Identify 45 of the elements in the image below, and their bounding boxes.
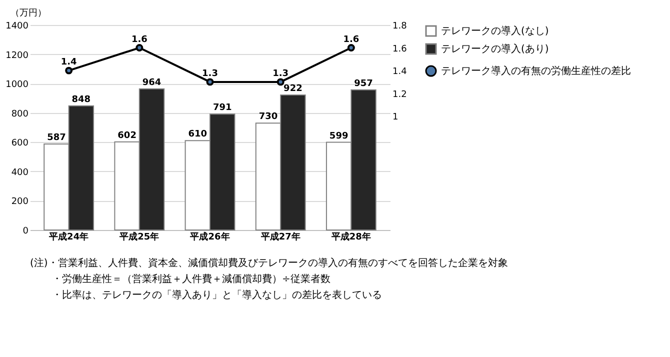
text: ・労働生産性＝（営業利益＋人件費＋減価償却費）÷従業者数 [52, 273, 330, 285]
y-tick-label: 200 [11, 197, 29, 208]
data-label: 599 [329, 131, 348, 142]
data-label: 964 [142, 78, 162, 88]
y-tick-label: 1400 [6, 22, 29, 32]
data-label: 922 [284, 84, 302, 94]
point [65, 66, 73, 74]
data-label: 1.3 [272, 68, 289, 79]
y-axis-title: （万円） [10, 8, 46, 18]
y2-tick-label: 1.6 [392, 44, 408, 54]
x-tick-label: 平成28年 [330, 232, 371, 242]
point [206, 78, 214, 86]
data-label: 1.6 [343, 34, 360, 45]
x-tick-label: 平成27年 [260, 232, 300, 242]
y2-tick-label: 1.8 [392, 22, 408, 32]
data-label: 730 [258, 112, 278, 122]
point [347, 44, 355, 52]
data-label: 1.3 [202, 68, 218, 79]
legend-label: テレワークの導入(なし) [441, 25, 549, 37]
y-tick-label: 600 [11, 138, 29, 149]
point [276, 78, 284, 86]
data-label: 610 [188, 130, 208, 140]
y-tick-label: 400 [11, 168, 29, 178]
legend-label: テレワーク導入の有無の労働生産性の差比 [441, 65, 631, 77]
text: ・比率は、テレワークの「導入あり」と「導入なし」の差比を表している [52, 289, 382, 301]
text: (注)・営業利益、人件費、資本金、減価償却費及びテレワークの導入の有無のすべてを回答した企業を対象 [30, 257, 508, 269]
data-label: 602 [118, 130, 136, 141]
x-tick-label: 平成26年 [189, 232, 230, 242]
y2-tick-label: 1.2 [392, 90, 407, 100]
data-label: 957 [354, 78, 373, 89]
y-tick-label: 800 [11, 109, 29, 120]
data-label: 587 [47, 133, 66, 144]
data-label: 1.4 [60, 58, 77, 68]
point [136, 44, 144, 52]
data-label: 848 [72, 94, 91, 105]
y-tick-label: 1200 [6, 50, 29, 61]
x-tick-label: 平成24年 [48, 232, 89, 242]
y-tick-label: 0 [22, 226, 29, 236]
data-label: 791 [212, 103, 232, 114]
x-tick-label: 平成25年 [118, 232, 160, 242]
legend-label: テレワークの導入(あり) [441, 43, 549, 55]
data-label: 1.6 [131, 34, 148, 45]
y-tick-label: 1000 [6, 80, 29, 90]
y2-tick-label: 1 [392, 112, 398, 123]
y2-tick-label: 1.4 [392, 67, 408, 78]
